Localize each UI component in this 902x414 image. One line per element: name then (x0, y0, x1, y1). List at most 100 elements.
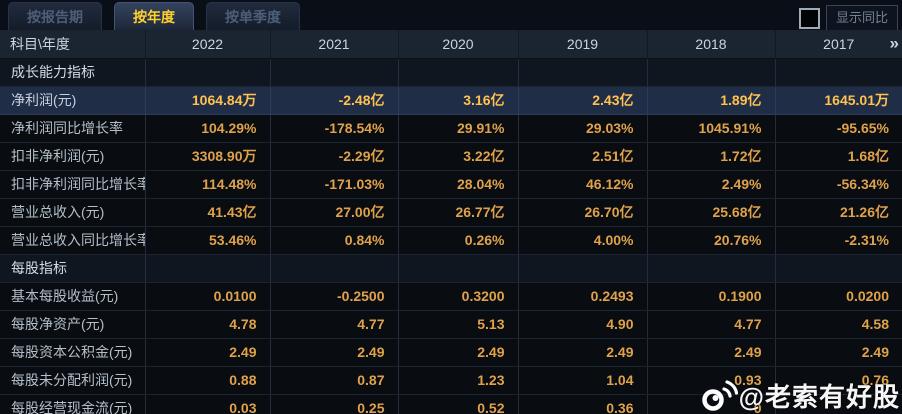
yoy-controls: 显示同比 (798, 5, 898, 31)
value-cell: 2.49% (647, 170, 776, 199)
value-cell: 53.46% (145, 226, 271, 255)
value-cell: 41.43亿 (145, 198, 271, 227)
value-cell: -0.2500 (270, 282, 399, 311)
column-header-year: 2021 (270, 30, 399, 59)
value-cell: 2.49 (145, 338, 271, 367)
value-cell: 26.77亿 (398, 198, 519, 227)
value-cell: 0.1900 (647, 282, 776, 311)
value-cell: 104.29% (145, 114, 271, 143)
row-label: 每股净资产(元) (0, 310, 146, 339)
row-label: 营业总收入(元) (0, 198, 146, 227)
value-cell (775, 394, 902, 414)
value-cell: 46.12% (518, 170, 648, 199)
row-label: 每股指标 (0, 254, 146, 283)
value-cell: 4.58 (775, 310, 902, 339)
row-label: 净利润同比增长率 (0, 114, 146, 143)
value-cell (647, 254, 776, 283)
period-tabs: 按报告期 按年度 按单季度 (8, 2, 312, 30)
show-yoy-toggle-label[interactable]: 显示同比 (825, 5, 898, 31)
row-label: 扣非净利润(元) (0, 142, 146, 171)
show-yoy-checkbox[interactable] (798, 7, 820, 29)
value-cell (518, 254, 648, 283)
tab-by-year[interactable]: 按年度 (114, 2, 194, 30)
value-cell: 0.76 (775, 366, 902, 395)
tab-bar: 按报告期 按年度 按单季度 显示同比 (0, 0, 902, 31)
value-cell: 0.52 (398, 394, 519, 414)
value-cell: 1.89亿 (647, 86, 776, 115)
value-cell: -2.29亿 (270, 142, 399, 171)
value-cell: 4.77 (647, 310, 776, 339)
tab-by-report-period[interactable]: 按报告期 (8, 2, 102, 30)
value-cell: 29.03% (518, 114, 648, 143)
value-cell (398, 254, 519, 283)
table-row: 每股未分配利润(元) 0.88 0.87 1.23 1.04 0.93 0.76 (0, 366, 902, 395)
value-cell: 21.26亿 (775, 198, 902, 227)
table-row: 每股净资产(元) 4.78 4.77 5.13 4.90 4.77 4.58 (0, 310, 902, 339)
value-cell: 20.76% (647, 226, 776, 255)
value-cell: 0 (647, 394, 776, 414)
table-row: 每股资本公积金(元) 2.49 2.49 2.49 2.49 2.49 2.49 (0, 338, 902, 367)
column-header-year: 2019 (518, 30, 648, 59)
value-cell: 0.25 (270, 394, 399, 414)
table-row: 扣非净利润(元) 3308.90万 -2.29亿 3.22亿 2.51亿 1.72亿 1.6… (0, 142, 902, 171)
value-cell: 4.78 (145, 310, 271, 339)
value-cell (398, 58, 519, 87)
table-row: 营业总收入同比增长率 53.46% 0.84% 0.26% 4.00% 20.76% -2.… (0, 226, 902, 255)
value-cell (518, 58, 648, 87)
table-row: 每股经营现金流(元) 0.03 0.25 0.52 0.36 0 (0, 394, 902, 414)
value-cell: 2.51亿 (518, 142, 648, 171)
table-row: 基本每股收益(元) 0.0100 -0.2500 0.3200 0.2493 0.1900… (0, 282, 902, 311)
table-row: 扣非净利润同比增长率 114.48% -171.03% 28.04% 46.12% 2.4… (0, 170, 902, 199)
value-cell: 2.49 (270, 338, 399, 367)
value-cell (775, 254, 902, 283)
value-cell: -178.54% (270, 114, 399, 143)
value-cell: 0.87 (270, 366, 399, 395)
corner-header: 科目\年度 (0, 30, 146, 59)
value-cell: 4.77 (270, 310, 399, 339)
value-cell: 1645.01万 (775, 86, 902, 115)
value-cell (270, 58, 399, 87)
value-cell: 0.93 (647, 366, 776, 395)
value-cell: -2.31% (775, 226, 902, 255)
value-cell: 27.00亿 (270, 198, 399, 227)
section-header-row: 成长能力指标 (0, 58, 902, 87)
value-cell: 3.16亿 (398, 86, 519, 115)
value-cell (270, 254, 399, 283)
value-cell: 1064.84万 (145, 86, 271, 115)
value-cell: 1.68亿 (775, 142, 902, 171)
value-cell: 2.49 (647, 338, 776, 367)
row-label: 营业总收入同比增长率 (0, 226, 146, 255)
value-cell: 0.03 (145, 394, 271, 414)
value-cell (647, 58, 776, 87)
section-header-row: 每股指标 (0, 254, 902, 283)
table-row: 净利润同比增长率 104.29% -178.54% 29.91% 29.03% 1045.… (0, 114, 902, 143)
value-cell: -95.65% (775, 114, 902, 143)
more-years-icon[interactable]: » (889, 33, 900, 53)
value-cell: 1045.91% (647, 114, 776, 143)
value-cell: 5.13 (398, 310, 519, 339)
value-cell: 4.00% (518, 226, 648, 255)
value-cell: 0.36 (518, 394, 648, 414)
tab-by-quarter[interactable]: 按单季度 (206, 2, 300, 30)
value-cell (145, 254, 271, 283)
row-label: 净利润(元) (0, 86, 146, 115)
column-header-year: 2018 (647, 30, 776, 59)
value-cell: 1.04 (518, 366, 648, 395)
table-header-row: 科目\年度 2022 2021 2020 2019 2018 2017» (0, 30, 902, 59)
value-cell: 114.48% (145, 170, 271, 199)
value-cell: 0.0200 (775, 282, 902, 311)
value-cell (775, 58, 902, 87)
row-label: 基本每股收益(元) (0, 282, 146, 311)
value-cell: 26.70亿 (518, 198, 648, 227)
row-label: 成长能力指标 (0, 58, 146, 87)
value-cell (145, 58, 271, 87)
value-cell: 2.49 (775, 338, 902, 367)
value-cell: 1.72亿 (647, 142, 776, 171)
row-label: 每股未分配利润(元) (0, 366, 146, 395)
table-row: 净利润(元) 1064.84万 -2.48亿 3.16亿 2.43亿 1.89亿 1645.… (0, 86, 902, 115)
value-cell: 3308.90万 (145, 142, 271, 171)
value-cell: 1.23 (398, 366, 519, 395)
value-cell: 0.2493 (518, 282, 648, 311)
value-cell: 0.3200 (398, 282, 519, 311)
